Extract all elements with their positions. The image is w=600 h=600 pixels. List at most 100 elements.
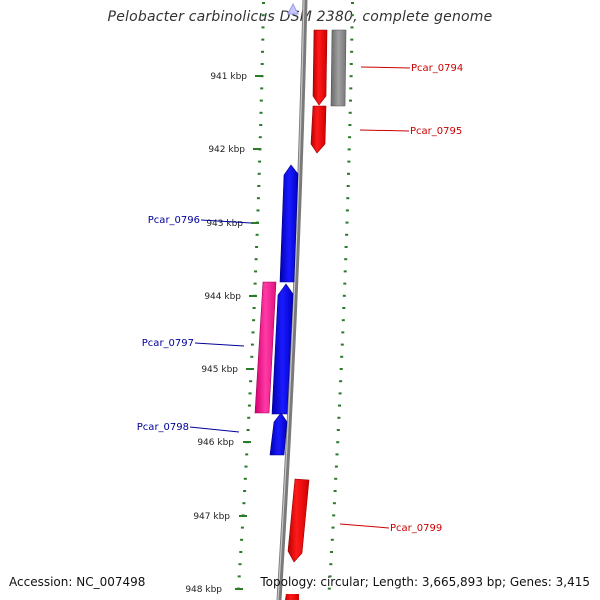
inner-tick-dot <box>243 477 247 480</box>
inner-tick-dot <box>259 111 263 114</box>
ruler-label: 947 kbp <box>193 512 230 522</box>
inner-tick-dot <box>240 526 244 529</box>
outer-tick-dot <box>350 38 354 41</box>
inner-tick-dot <box>251 331 255 334</box>
ruler-label: 944 kbp <box>204 292 241 302</box>
gene-pcar-0795[interactable] <box>310 105 327 154</box>
inner-tick-dot <box>237 575 241 578</box>
outer-tick-dot <box>350 50 354 53</box>
major-tick <box>246 368 254 370</box>
outer-tick-dot <box>341 319 345 322</box>
ruler-label: 948 kbp <box>185 585 222 595</box>
inner-tick-dot <box>260 87 264 90</box>
outer-tick-dot <box>350 26 354 29</box>
callout-line-pcar-0795 <box>359 129 410 132</box>
inner-tick-dot <box>256 197 260 200</box>
callout-line-pcar-0798 <box>189 426 240 433</box>
inner-tick-dot <box>248 392 252 395</box>
inner-tick-dot <box>250 355 254 358</box>
outer-tick-dot <box>345 221 349 224</box>
inner-tick-dot <box>246 429 250 431</box>
kbp-ruler: 941 kbp 942 kbp 943 kbp 944 kbp 945 kbp … <box>185 72 263 595</box>
outer-tick-dot <box>344 246 348 248</box>
outer-tick-dot <box>338 404 341 407</box>
gene-pcar-0797[interactable] <box>254 281 277 414</box>
inner-tick-dot <box>261 50 264 53</box>
genome-summary-text: Topology: circular; Length: 3,665,893 bp… <box>260 575 590 589</box>
inner-tick-dot <box>255 246 259 248</box>
outer-tick-dot <box>349 75 353 78</box>
gene-label-pcar-0797[interactable]: Pcar_0797 <box>142 338 194 349</box>
outer-tick-dot <box>336 429 340 431</box>
gene-label-pcar-0795[interactable]: Pcar_0795 <box>410 126 462 137</box>
gene-pcar-0799[interactable] <box>287 478 310 563</box>
outer-tick-dot <box>338 392 342 395</box>
outer-tick-dot <box>332 502 336 505</box>
outer-tick-dot <box>347 172 350 175</box>
outer-tick-dot <box>331 526 335 529</box>
gene-pcar-0796[interactable] <box>279 164 299 283</box>
outer-tick-dot <box>330 538 334 541</box>
outer-tick-dot <box>343 270 347 273</box>
ruler-label: 942 kbp <box>208 145 245 155</box>
callout-line-pcar-0797 <box>194 342 245 347</box>
inner-tick-dot <box>254 258 258 261</box>
outer-tick-dot <box>336 441 340 444</box>
inner-tick-dot <box>249 380 253 383</box>
inner-tick-dot <box>244 465 248 468</box>
gene-pcar-0797-blue[interactable] <box>271 283 294 415</box>
outer-tick-dot <box>351 2 354 4</box>
inner-tick-dot <box>257 185 261 187</box>
outer-tick-dot <box>342 307 346 309</box>
outer-tick-dot <box>339 380 343 383</box>
outer-tick-dot <box>333 490 337 492</box>
outer-tick-dot <box>327 587 331 590</box>
gene-next-forward[interactable] <box>285 594 299 600</box>
gene-label-pcar-0794[interactable]: Pcar_0794 <box>411 63 463 74</box>
gene-label-pcar-0796[interactable]: Pcar_0796 <box>148 215 200 226</box>
outer-tick-dot <box>340 355 344 358</box>
gene-pcar-0798[interactable] <box>269 412 288 456</box>
outer-tick-dot <box>329 563 333 566</box>
inner-tick-dot <box>259 124 263 126</box>
outer-tick-dot <box>347 160 351 163</box>
major-tick <box>255 75 263 77</box>
outer-tick-dot <box>345 233 349 236</box>
gene-gray-feature[interactable] <box>330 29 347 107</box>
inner-tick-dot <box>256 209 260 212</box>
inner-tick-dot <box>252 307 256 309</box>
inner-tick-dot <box>260 63 264 65</box>
ruler-label: 943 kbp <box>206 219 243 229</box>
outer-tick-dot <box>348 111 352 114</box>
outer-tick-dot <box>349 87 353 90</box>
outer-tick-dot <box>332 514 336 517</box>
outer-tick-dot <box>346 185 350 187</box>
inner-tick-dot <box>240 538 244 541</box>
accession-text: Accession: NC_007498 <box>9 575 146 589</box>
inner-tick-dot <box>247 416 251 419</box>
outer-tick-dot <box>345 209 349 212</box>
outer-tick-dot <box>340 343 344 346</box>
callout-line-pcar-0799 <box>339 523 390 529</box>
map-title: Pelobacter carbinolicus DSM 2380, comple… <box>107 9 493 25</box>
outer-tick-dot <box>348 136 352 139</box>
inner-tick-dot <box>242 502 246 505</box>
gene-pcar-0794[interactable] <box>312 29 328 106</box>
genome-backbone <box>276 0 308 600</box>
inner-tick-dot <box>247 404 251 407</box>
inner-tick-dot <box>252 319 256 322</box>
outer-tick-dot <box>330 551 333 553</box>
genome-backbone-highlight <box>277 0 305 600</box>
outer-tick-dot <box>334 477 338 480</box>
gene-label-pcar-0799[interactable]: Pcar_0799 <box>390 523 442 534</box>
outer-tick-dot <box>343 282 347 285</box>
callout-line-pcar-0794 <box>360 66 411 69</box>
inner-tick-dot <box>250 343 254 346</box>
ruler-label: 945 kbp <box>201 365 238 375</box>
inner-tick-dot <box>261 38 265 41</box>
outer-tick-dot <box>341 331 345 334</box>
gene-label-pcar-0798[interactable]: Pcar_0798 <box>137 422 189 433</box>
backbone-direction-marker <box>287 2 299 15</box>
outer-tick-line <box>327 2 354 590</box>
major-tick <box>239 515 247 517</box>
